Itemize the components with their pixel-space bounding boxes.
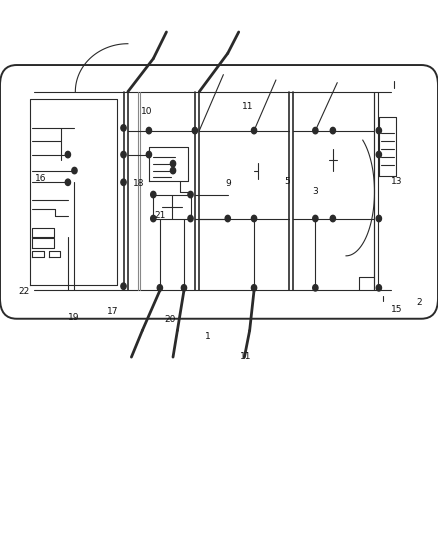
Circle shape bbox=[376, 127, 381, 134]
Text: 3: 3 bbox=[312, 188, 318, 196]
Circle shape bbox=[65, 151, 71, 158]
Circle shape bbox=[151, 215, 156, 222]
Circle shape bbox=[376, 215, 381, 222]
Circle shape bbox=[121, 283, 126, 289]
Circle shape bbox=[146, 127, 152, 134]
Circle shape bbox=[151, 191, 156, 198]
Text: 2: 2 bbox=[417, 298, 422, 307]
Text: 5: 5 bbox=[284, 177, 290, 185]
Text: 11: 11 bbox=[242, 102, 253, 111]
Circle shape bbox=[313, 215, 318, 222]
Circle shape bbox=[313, 127, 318, 134]
Circle shape bbox=[251, 285, 257, 291]
Text: 1: 1 bbox=[205, 333, 211, 341]
Text: 21: 21 bbox=[154, 212, 166, 220]
Text: 22: 22 bbox=[18, 287, 30, 296]
Circle shape bbox=[170, 167, 176, 174]
Circle shape bbox=[330, 215, 336, 222]
Circle shape bbox=[188, 215, 193, 222]
Text: 10: 10 bbox=[141, 108, 152, 116]
Circle shape bbox=[181, 285, 187, 291]
Text: 11: 11 bbox=[240, 352, 251, 360]
Text: 17: 17 bbox=[107, 308, 119, 316]
Circle shape bbox=[170, 160, 176, 167]
Text: 9: 9 bbox=[225, 180, 231, 188]
Circle shape bbox=[121, 125, 126, 131]
Circle shape bbox=[330, 127, 336, 134]
Circle shape bbox=[121, 151, 126, 158]
Circle shape bbox=[146, 151, 152, 158]
Circle shape bbox=[251, 127, 257, 134]
Circle shape bbox=[72, 167, 77, 174]
Text: 13: 13 bbox=[391, 177, 402, 185]
Text: 15: 15 bbox=[391, 305, 402, 313]
Circle shape bbox=[376, 151, 381, 158]
Circle shape bbox=[225, 215, 230, 222]
Circle shape bbox=[376, 285, 381, 291]
Circle shape bbox=[192, 127, 198, 134]
Circle shape bbox=[251, 215, 257, 222]
Text: 19: 19 bbox=[68, 313, 79, 321]
Text: 20: 20 bbox=[164, 316, 176, 324]
Circle shape bbox=[157, 285, 162, 291]
Circle shape bbox=[65, 179, 71, 185]
Circle shape bbox=[121, 179, 126, 185]
Circle shape bbox=[188, 191, 193, 198]
Text: 18: 18 bbox=[133, 180, 144, 188]
Text: 16: 16 bbox=[35, 174, 46, 183]
Circle shape bbox=[313, 285, 318, 291]
